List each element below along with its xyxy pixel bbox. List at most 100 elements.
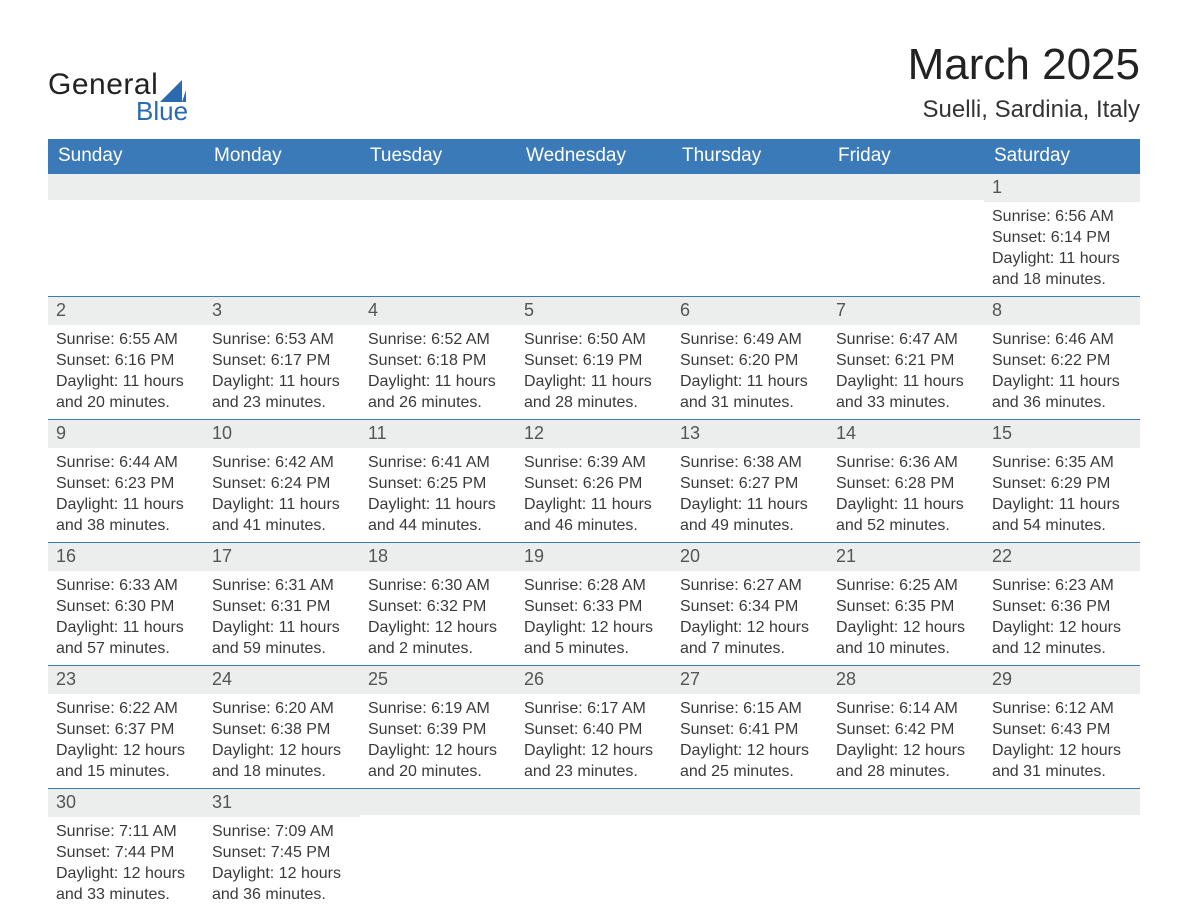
day-body: Sunrise: 6:50 AMSunset: 6:19 PMDaylight:… [516,325,672,419]
day-line: Sunrise: 6:25 AM [836,575,976,596]
day-line: Sunrise: 6:56 AM [992,206,1132,227]
day-body: Sunrise: 6:36 AMSunset: 6:28 PMDaylight:… [828,448,984,542]
day-number: 25 [360,666,516,694]
day-number: 9 [48,420,204,448]
day-number [672,789,828,815]
day-line: Daylight: 11 hours [212,494,352,515]
day-number: 21 [828,543,984,571]
day-number [48,174,204,200]
day-line: and 33 minutes. [56,884,196,905]
day-number: 12 [516,420,672,448]
calendar-cell: 12Sunrise: 6:39 AMSunset: 6:26 PMDayligh… [516,420,672,543]
dayname-sunday: Sunday [48,139,204,174]
day-body: Sunrise: 6:28 AMSunset: 6:33 PMDaylight:… [516,571,672,665]
day-line: and 26 minutes. [368,392,508,413]
calendar-cell: 19Sunrise: 6:28 AMSunset: 6:33 PMDayligh… [516,543,672,666]
calendar-cell [984,789,1140,912]
day-body [360,200,516,284]
day-body [828,200,984,284]
day-line: Daylight: 11 hours [836,371,976,392]
day-line: Sunrise: 6:50 AM [524,329,664,350]
calendar-week-row: 23Sunrise: 6:22 AMSunset: 6:37 PMDayligh… [48,666,1140,789]
calendar-body: 1Sunrise: 6:56 AMSunset: 6:14 PMDaylight… [48,174,1140,912]
day-line: Daylight: 11 hours [524,371,664,392]
calendar-cell: 10Sunrise: 6:42 AMSunset: 6:24 PMDayligh… [204,420,360,543]
calendar-cell: 25Sunrise: 6:19 AMSunset: 6:39 PMDayligh… [360,666,516,789]
day-line: Sunrise: 6:36 AM [836,452,976,473]
day-line: Sunset: 6:26 PM [524,473,664,494]
calendar-cell: 29Sunrise: 6:12 AMSunset: 6:43 PMDayligh… [984,666,1140,789]
day-body [672,200,828,284]
day-line: Sunset: 6:39 PM [368,719,508,740]
calendar-cell: 24Sunrise: 6:20 AMSunset: 6:38 PMDayligh… [204,666,360,789]
day-number [516,789,672,815]
day-line: Daylight: 11 hours [212,371,352,392]
day-line: Sunrise: 6:47 AM [836,329,976,350]
day-line: Sunrise: 6:22 AM [56,698,196,719]
day-line: Sunset: 6:20 PM [680,350,820,371]
day-line: and 5 minutes. [524,638,664,659]
day-line: and 20 minutes. [368,761,508,782]
calendar-cell: 23Sunrise: 6:22 AMSunset: 6:37 PMDayligh… [48,666,204,789]
calendar-week-row: 30Sunrise: 7:11 AMSunset: 7:44 PMDayligh… [48,789,1140,912]
day-line: Daylight: 11 hours [680,371,820,392]
calendar-cell: 30Sunrise: 7:11 AMSunset: 7:44 PMDayligh… [48,789,204,912]
day-line: and 44 minutes. [368,515,508,536]
calendar-cell: 2Sunrise: 6:55 AMSunset: 6:16 PMDaylight… [48,297,204,420]
calendar-table: Sunday Monday Tuesday Wednesday Thursday… [48,139,1140,911]
calendar-cell [828,789,984,912]
day-number [828,789,984,815]
day-line: Sunset: 6:28 PM [836,473,976,494]
day-number: 7 [828,297,984,325]
day-line: Daylight: 12 hours [56,863,196,884]
day-line: Daylight: 12 hours [212,740,352,761]
day-body: Sunrise: 7:09 AMSunset: 7:45 PMDaylight:… [204,817,360,911]
day-line: Sunset: 6:16 PM [56,350,196,371]
calendar-week-row: 2Sunrise: 6:55 AMSunset: 6:16 PMDaylight… [48,297,1140,420]
day-line: Sunrise: 6:28 AM [524,575,664,596]
day-body: Sunrise: 6:38 AMSunset: 6:27 PMDaylight:… [672,448,828,542]
calendar-cell: 21 Sunrise: 6:25 AMSunset: 6:35 PMDayligh… [828,543,984,666]
calendar-cell: 18Sunrise: 6:30 AMSunset: 6:32 PMDayligh… [360,543,516,666]
day-line: and 36 minutes. [992,392,1132,413]
day-number [360,174,516,200]
day-number: 17 [204,543,360,571]
day-line: and 25 minutes. [680,761,820,782]
day-body: Sunrise: 6:20 AMSunset: 6:38 PMDaylight:… [204,694,360,788]
day-line: Sunrise: 6:49 AM [680,329,820,350]
day-line: Daylight: 12 hours [524,617,664,638]
day-body: Sunrise: 6:30 AMSunset: 6:32 PMDaylight:… [360,571,516,665]
day-number: 10 [204,420,360,448]
day-line: Daylight: 12 hours [524,740,664,761]
calendar-cell: 31Sunrise: 7:09 AMSunset: 7:45 PMDayligh… [204,789,360,912]
day-line: Daylight: 11 hours [368,494,508,515]
day-body: Sunrise: 6:23 AMSunset: 6:36 PMDaylight:… [984,571,1140,665]
calendar-cell [516,174,672,297]
day-body [204,200,360,284]
day-line: Daylight: 12 hours [212,863,352,884]
day-line: Sunrise: 6:55 AM [56,329,196,350]
day-line: Daylight: 12 hours [56,740,196,761]
calendar-cell: 26Sunrise: 6:17 AMSunset: 6:40 PMDayligh… [516,666,672,789]
day-line: Sunrise: 6:17 AM [524,698,664,719]
day-line: and 38 minutes. [56,515,196,536]
day-line: Sunset: 6:23 PM [56,473,196,494]
day-line: Daylight: 12 hours [836,617,976,638]
page-header: General Blue March 2025 Suelli, Sardinia… [48,40,1140,127]
day-line: Sunrise: 6:27 AM [680,575,820,596]
calendar-cell [672,174,828,297]
day-line: Sunrise: 6:41 AM [368,452,508,473]
day-line: Sunset: 6:40 PM [524,719,664,740]
calendar-cell: 7Sunrise: 6:47 AMSunset: 6:21 PMDaylight… [828,297,984,420]
day-line: Daylight: 11 hours [56,617,196,638]
day-body: Sunrise: 6:46 AMSunset: 6:22 PMDaylight:… [984,325,1140,419]
day-number: 14 [828,420,984,448]
day-number: 20 [672,543,828,571]
day-number: 27 [672,666,828,694]
dayname-monday: Monday [204,139,360,174]
day-number: 29 [984,666,1140,694]
day-line: Sunset: 6:35 PM [836,596,976,617]
day-line: and 54 minutes. [992,515,1132,536]
day-line: Sunrise: 6:19 AM [368,698,508,719]
day-number [204,174,360,200]
